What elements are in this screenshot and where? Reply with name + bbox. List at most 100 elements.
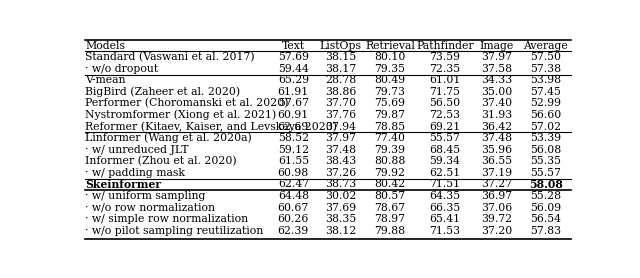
Text: 57.83: 57.83 bbox=[530, 226, 561, 236]
Text: 39.72: 39.72 bbox=[481, 214, 513, 224]
Text: 80.49: 80.49 bbox=[374, 75, 406, 85]
Text: 38.43: 38.43 bbox=[324, 156, 356, 166]
Text: Retrieval: Retrieval bbox=[365, 41, 415, 51]
Text: 57.69: 57.69 bbox=[278, 52, 309, 62]
Text: 37.76: 37.76 bbox=[325, 110, 356, 120]
Text: 60.67: 60.67 bbox=[278, 203, 309, 213]
Text: · w/o pilot sampling reutilization: · w/o pilot sampling reutilization bbox=[85, 226, 263, 236]
Text: 80.88: 80.88 bbox=[374, 156, 406, 166]
Text: 71.75: 71.75 bbox=[429, 87, 460, 97]
Text: 35.00: 35.00 bbox=[481, 87, 513, 97]
Text: 64.48: 64.48 bbox=[278, 191, 309, 201]
Text: 60.98: 60.98 bbox=[278, 168, 309, 178]
Text: 37.58: 37.58 bbox=[481, 64, 513, 74]
Text: 77.40: 77.40 bbox=[374, 133, 406, 143]
Text: Performer (Choromanski et al. 2020): Performer (Choromanski et al. 2020) bbox=[85, 98, 289, 109]
Text: 72.35: 72.35 bbox=[429, 64, 460, 74]
Text: BigBird (Zaheer et al. 2020): BigBird (Zaheer et al. 2020) bbox=[85, 86, 240, 97]
Text: 37.27: 37.27 bbox=[481, 180, 513, 190]
Text: 56.54: 56.54 bbox=[530, 214, 561, 224]
Text: 56.60: 56.60 bbox=[530, 110, 561, 120]
Text: 78.67: 78.67 bbox=[374, 203, 406, 213]
Text: 28.78: 28.78 bbox=[324, 75, 356, 85]
Text: 59.44: 59.44 bbox=[278, 64, 308, 74]
Text: 38.12: 38.12 bbox=[324, 226, 356, 236]
Text: Skeinformer: Skeinformer bbox=[85, 179, 161, 190]
Text: 79.92: 79.92 bbox=[374, 168, 406, 178]
Text: 37.97: 37.97 bbox=[325, 133, 356, 143]
Text: Pathfinder: Pathfinder bbox=[416, 41, 474, 51]
Text: 79.73: 79.73 bbox=[374, 87, 406, 97]
Text: Informer (Zhou et al. 2020): Informer (Zhou et al. 2020) bbox=[85, 156, 237, 167]
Text: 35.96: 35.96 bbox=[481, 145, 513, 155]
Text: Image: Image bbox=[480, 41, 514, 51]
Text: 66.35: 66.35 bbox=[429, 203, 460, 213]
Text: 80.42: 80.42 bbox=[374, 180, 406, 190]
Text: 30.02: 30.02 bbox=[324, 191, 356, 201]
Text: 37.06: 37.06 bbox=[481, 203, 513, 213]
Text: 53.39: 53.39 bbox=[530, 133, 561, 143]
Text: 58.08: 58.08 bbox=[529, 179, 563, 190]
Text: 56.09: 56.09 bbox=[530, 203, 561, 213]
Text: · w/o dropout: · w/o dropout bbox=[85, 64, 158, 74]
Text: 55.57: 55.57 bbox=[531, 168, 561, 178]
Text: 68.45: 68.45 bbox=[429, 145, 460, 155]
Text: 36.55: 36.55 bbox=[481, 156, 513, 166]
Text: Linformer (Wang et al. 2020a): Linformer (Wang et al. 2020a) bbox=[85, 133, 252, 143]
Text: 79.39: 79.39 bbox=[374, 145, 406, 155]
Text: 64.35: 64.35 bbox=[429, 191, 460, 201]
Text: 38.35: 38.35 bbox=[324, 214, 356, 224]
Text: 53.98: 53.98 bbox=[530, 75, 561, 85]
Text: 38.73: 38.73 bbox=[324, 180, 356, 190]
Text: 62.39: 62.39 bbox=[278, 226, 309, 236]
Text: 36.42: 36.42 bbox=[481, 121, 513, 131]
Text: Reformer (Kitaev, Kaiser, and Levskaya 2020): Reformer (Kitaev, Kaiser, and Levskaya 2… bbox=[85, 121, 337, 132]
Text: 36.97: 36.97 bbox=[481, 191, 513, 201]
Text: 61.91: 61.91 bbox=[278, 87, 309, 97]
Text: 55.35: 55.35 bbox=[530, 156, 561, 166]
Text: 79.88: 79.88 bbox=[374, 226, 406, 236]
Text: · w/ padding mask: · w/ padding mask bbox=[85, 168, 185, 178]
Text: · w/o row normalization: · w/o row normalization bbox=[85, 203, 215, 213]
Text: 57.38: 57.38 bbox=[530, 64, 561, 74]
Text: 38.17: 38.17 bbox=[324, 64, 356, 74]
Text: 38.86: 38.86 bbox=[324, 87, 356, 97]
Text: · w/ uniform sampling: · w/ uniform sampling bbox=[85, 191, 205, 201]
Text: · w/ simple row normalization: · w/ simple row normalization bbox=[85, 214, 248, 224]
Text: 37.48: 37.48 bbox=[325, 145, 356, 155]
Text: 69.21: 69.21 bbox=[429, 121, 460, 131]
Text: 62.47: 62.47 bbox=[278, 180, 309, 190]
Text: 56.50: 56.50 bbox=[429, 98, 460, 108]
Text: Nystromformer (Xiong et al. 2021): Nystromformer (Xiong et al. 2021) bbox=[85, 110, 276, 120]
Text: 37.94: 37.94 bbox=[325, 121, 356, 131]
Text: Average: Average bbox=[524, 41, 568, 51]
Text: 37.48: 37.48 bbox=[481, 133, 513, 143]
Text: Text: Text bbox=[282, 41, 305, 51]
Text: 52.99: 52.99 bbox=[530, 98, 561, 108]
Text: 60.26: 60.26 bbox=[278, 214, 309, 224]
Text: 80.10: 80.10 bbox=[374, 52, 406, 62]
Text: 62.51: 62.51 bbox=[429, 168, 460, 178]
Text: 55.57: 55.57 bbox=[429, 133, 460, 143]
Text: 37.19: 37.19 bbox=[481, 168, 513, 178]
Text: 57.50: 57.50 bbox=[530, 52, 561, 62]
Text: 78.97: 78.97 bbox=[374, 214, 406, 224]
Text: 65.41: 65.41 bbox=[429, 214, 460, 224]
Text: 37.26: 37.26 bbox=[324, 168, 356, 178]
Text: 75.69: 75.69 bbox=[374, 98, 406, 108]
Text: Standard (Vaswani et al. 2017): Standard (Vaswani et al. 2017) bbox=[85, 52, 255, 62]
Text: Models: Models bbox=[85, 41, 125, 51]
Text: 61.01: 61.01 bbox=[429, 75, 460, 85]
Text: 37.40: 37.40 bbox=[481, 98, 513, 108]
Text: 31.93: 31.93 bbox=[481, 110, 513, 120]
Text: 37.69: 37.69 bbox=[325, 203, 356, 213]
Text: 37.70: 37.70 bbox=[325, 98, 356, 108]
Text: 73.59: 73.59 bbox=[429, 52, 460, 62]
Text: 57.67: 57.67 bbox=[278, 98, 309, 108]
Text: 58.52: 58.52 bbox=[278, 133, 309, 143]
Text: 78.85: 78.85 bbox=[374, 121, 406, 131]
Text: 37.20: 37.20 bbox=[481, 226, 513, 236]
Text: 62.69: 62.69 bbox=[278, 121, 309, 131]
Text: 37.97: 37.97 bbox=[481, 52, 513, 62]
Text: ListOps: ListOps bbox=[319, 41, 362, 51]
